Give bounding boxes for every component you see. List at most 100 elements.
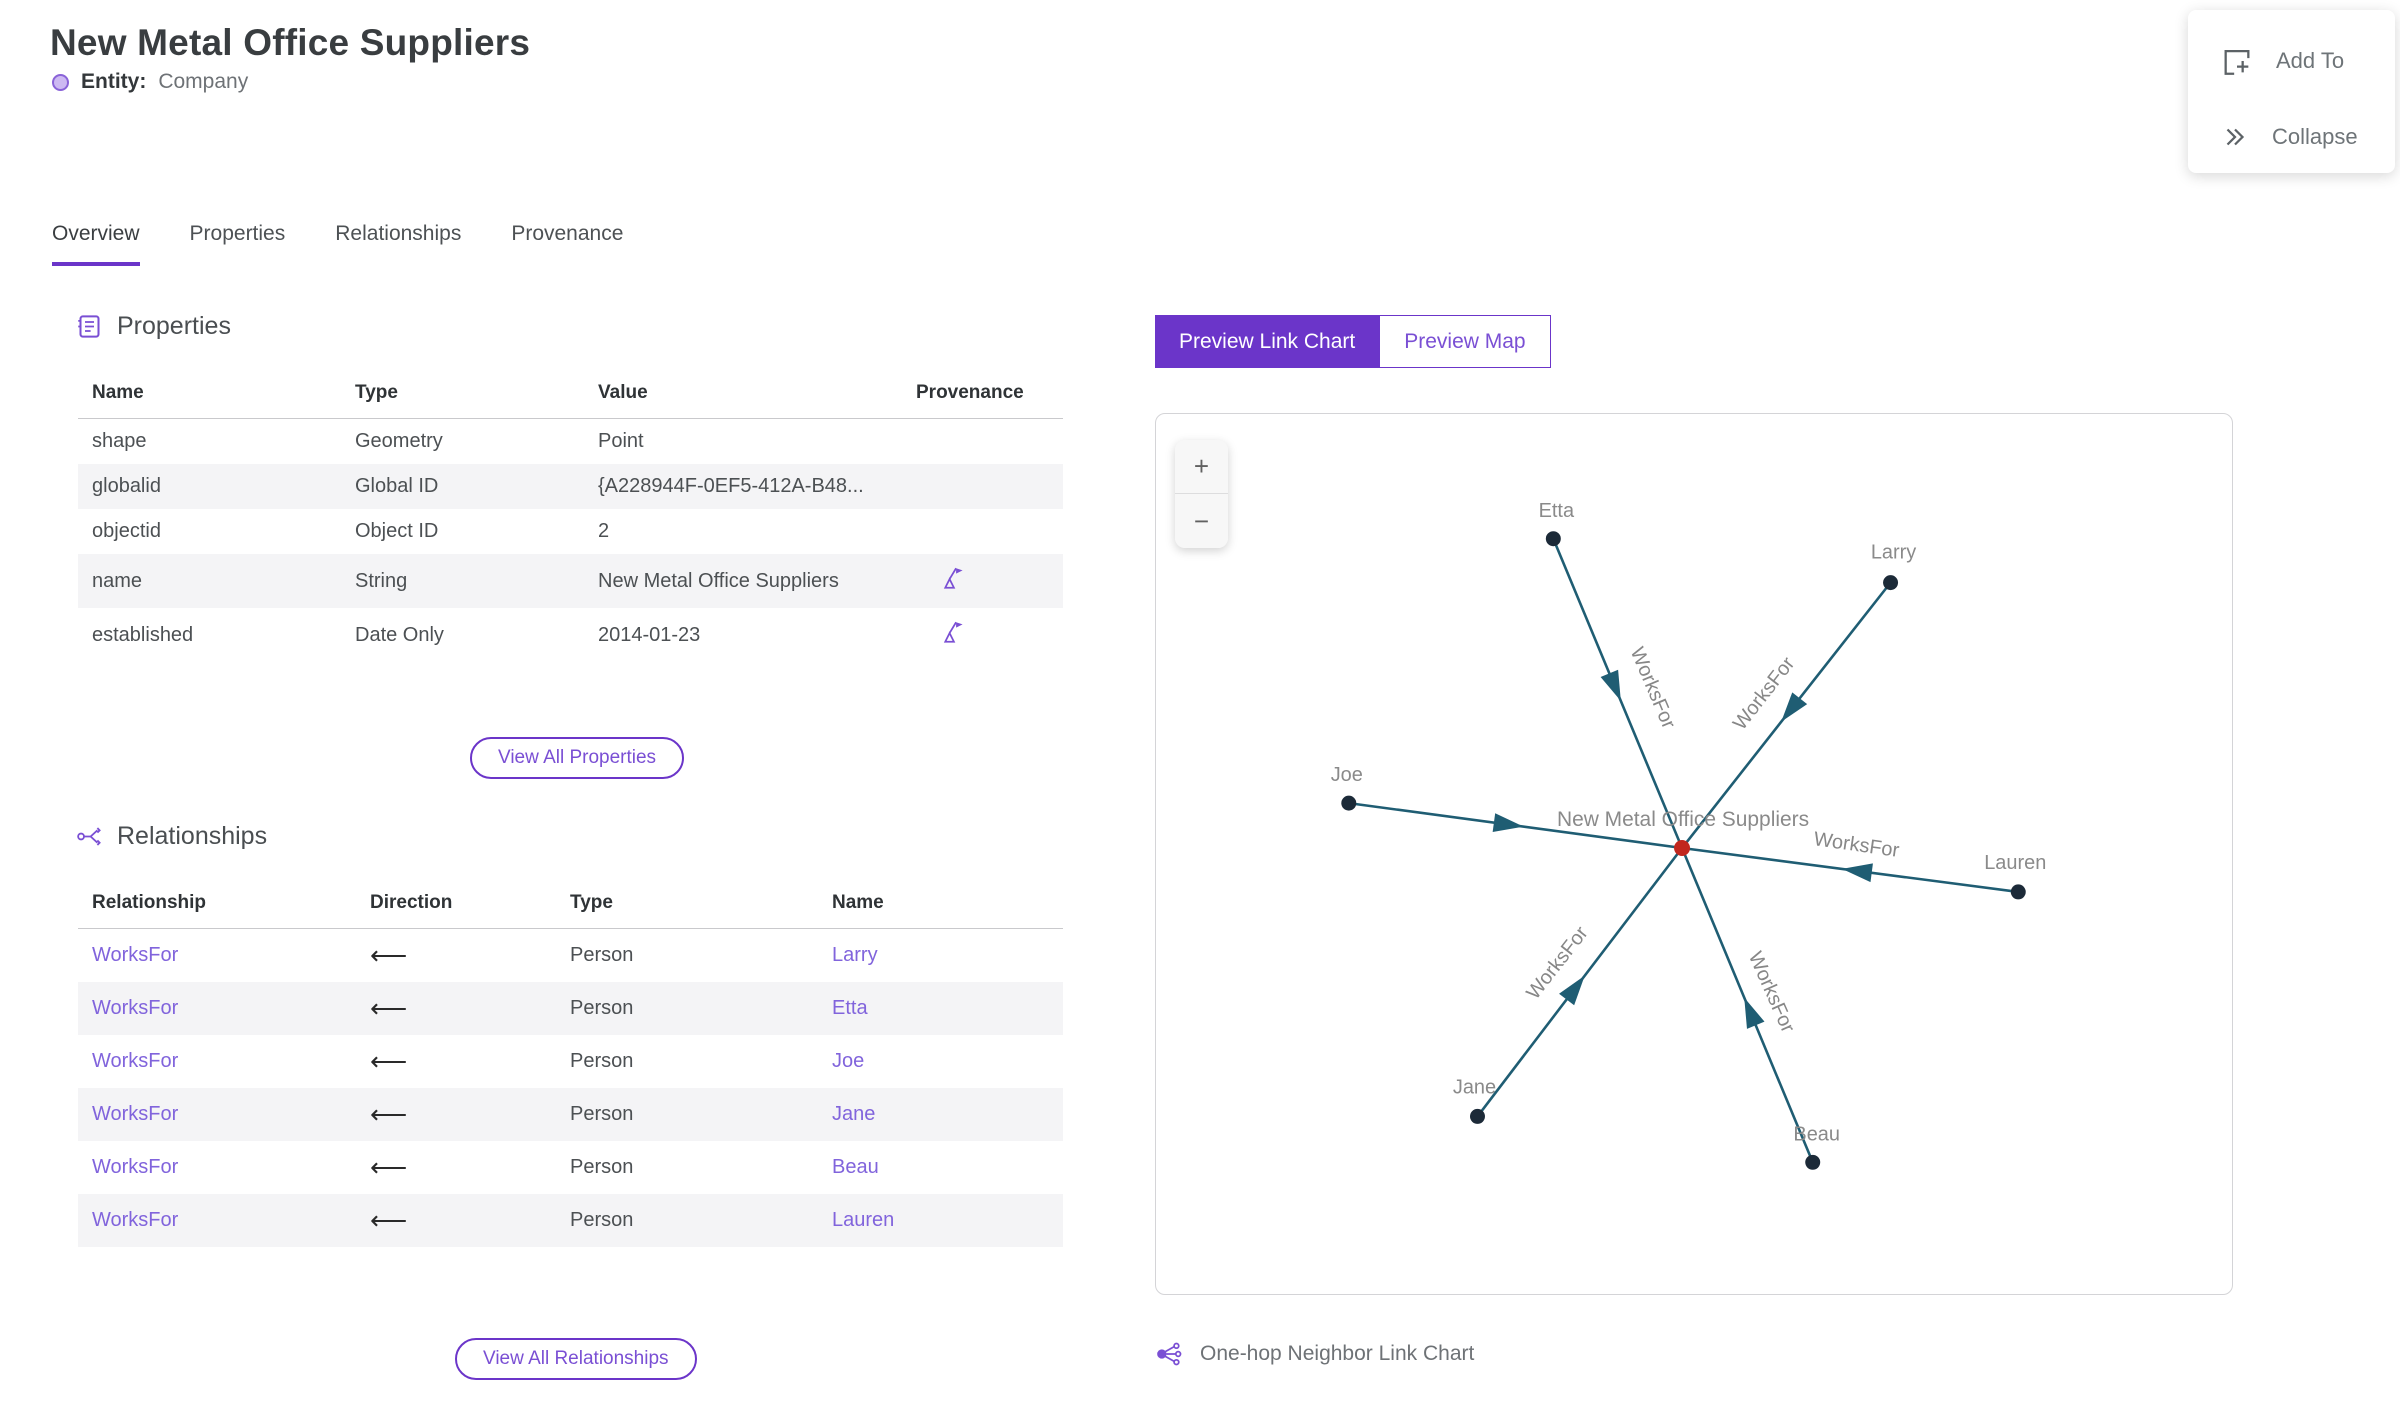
property-name: established xyxy=(92,623,194,646)
table-row: WorksFor ⟵ Person Lauren xyxy=(78,1194,1063,1247)
relationship-link[interactable]: WorksFor xyxy=(92,1103,179,1125)
relationship-type: Person xyxy=(570,997,634,1019)
add-to-label: Add To xyxy=(2276,48,2345,73)
edge-arrow-icon xyxy=(1744,997,1765,1029)
property-type: Geometry xyxy=(355,430,443,452)
relationship-link[interactable]: WorksFor xyxy=(92,1156,179,1178)
direction-arrow: ⟵ xyxy=(370,1152,408,1182)
edge-label: WorksFor xyxy=(1626,644,1680,732)
property-type: String xyxy=(355,569,408,592)
edge-arrow-icon xyxy=(1842,863,1873,883)
relationship-type: Person xyxy=(570,1209,634,1231)
table-row: WorksFor ⟵ Person Jane xyxy=(78,1088,1063,1141)
chart-caption: One-hop Neighbor Link Chart xyxy=(1156,1340,1474,1368)
double-chevron-right-icon xyxy=(2226,128,2245,146)
collapse-button[interactable]: Collapse xyxy=(2220,114,2395,160)
relationship-type: Person xyxy=(570,1103,634,1125)
direction-arrow: ⟵ xyxy=(370,1099,408,1129)
col-header-name: Name xyxy=(78,372,341,419)
preview-toggle: Preview Link Chart Preview Map xyxy=(1155,315,1551,368)
direction-arrow: ⟵ xyxy=(370,1205,408,1235)
property-type: Object ID xyxy=(355,520,439,542)
entity-link[interactable]: Beau xyxy=(832,1156,879,1178)
relationship-type: Person xyxy=(570,944,634,966)
direction-arrow: ⟵ xyxy=(370,1046,408,1076)
property-value: 2014-01-23 xyxy=(598,623,701,646)
graph-node xyxy=(2010,884,2026,900)
add-to-button[interactable]: Add To xyxy=(2220,38,2395,84)
preview-link-chart-button[interactable]: Preview Link Chart xyxy=(1155,315,1380,368)
property-type: Global ID xyxy=(355,475,439,497)
edge-arrow-icon xyxy=(1559,975,1585,1006)
zoom-in-button[interactable]: + xyxy=(1175,440,1228,494)
preview-map-button[interactable]: Preview Map xyxy=(1379,315,1551,368)
edge-label: WorksFor xyxy=(1729,653,1800,735)
view-all-relationships-button[interactable]: View All Relationships xyxy=(455,1338,697,1380)
tab-overview[interactable]: Overview xyxy=(52,222,140,266)
node-label: Lauren xyxy=(1984,852,2046,874)
node-label: Jane xyxy=(1453,1076,1496,1098)
chart-caption-label: One-hop Neighbor Link Chart xyxy=(1200,1342,1475,1365)
property-value: {A228944F-0EF5-412A-B48... xyxy=(598,475,864,497)
relationship-type: Person xyxy=(570,1156,634,1178)
tab-bar: Overview Properties Relationships Proven… xyxy=(52,222,623,266)
entity-link[interactable]: Joe xyxy=(832,1050,865,1072)
direction-arrow: ⟵ xyxy=(370,940,408,970)
tab-properties[interactable]: Properties xyxy=(189,222,286,245)
relationship-link[interactable]: WorksFor xyxy=(92,1209,179,1231)
property-value: Point xyxy=(598,430,644,452)
one-hop-link-chart-icon xyxy=(1157,1342,1182,1366)
col-header-name: Name xyxy=(818,882,1063,929)
collapse-label: Collapse xyxy=(2272,124,2358,149)
tab-provenance[interactable]: Provenance xyxy=(511,222,624,245)
node-label: Joe xyxy=(1331,764,1363,786)
relationship-type: Person xyxy=(570,1050,634,1072)
edge-label: WorksFor xyxy=(1812,828,1901,862)
property-value: 2 xyxy=(598,520,610,542)
add-to-icon xyxy=(2224,49,2250,75)
tab-relationships[interactable]: Relationships xyxy=(335,222,462,245)
entity-link[interactable]: Jane xyxy=(832,1103,876,1125)
center-node xyxy=(1674,840,1691,856)
provenance-flag-icon[interactable] xyxy=(942,565,968,591)
relationships-icon xyxy=(77,827,101,846)
properties-section-title: Properties xyxy=(117,312,231,340)
relationships-table: Relationship Direction Type Name WorksFo… xyxy=(78,882,1063,1247)
graph-node xyxy=(1545,531,1561,547)
col-header-value: Value xyxy=(584,372,902,419)
page-title: New Metal Office Suppliers xyxy=(50,22,531,63)
property-name: objectid xyxy=(92,520,161,542)
edge-label: WorksFor xyxy=(1522,922,1593,1004)
zoom-control: + − xyxy=(1175,440,1228,548)
node-label: Beau xyxy=(1793,1123,1840,1145)
property-name: name xyxy=(92,569,143,592)
zoom-out-button[interactable]: − xyxy=(1175,494,1228,548)
table-row: WorksFor ⟵ Person Beau xyxy=(78,1141,1063,1194)
edge-arrow-icon xyxy=(1781,692,1808,722)
col-header-direction: Direction xyxy=(356,882,556,929)
entity-link[interactable]: Lauren xyxy=(832,1209,895,1231)
properties-table: Name Type Value Provenance shape Geometr… xyxy=(78,372,1063,662)
entity-type-row: Entity: Company xyxy=(52,70,248,94)
col-header-relationship: Relationship xyxy=(78,882,356,929)
node-label: Larry xyxy=(1871,542,1916,564)
table-row: objectid Object ID 2 xyxy=(78,509,1063,554)
entity-link[interactable]: Etta xyxy=(832,997,868,1019)
entity-link[interactable]: Larry xyxy=(832,944,878,966)
property-value: New Metal Office Suppliers xyxy=(598,569,839,592)
relationships-section-header: Relationships xyxy=(76,822,267,851)
provenance-flag-icon[interactable] xyxy=(942,619,968,645)
graph-node xyxy=(1805,1154,1821,1170)
property-name: globalid xyxy=(92,475,161,497)
property-type: Date Only xyxy=(355,623,444,646)
view-all-properties-button[interactable]: View All Properties xyxy=(470,737,685,779)
relationships-section-title: Relationships xyxy=(117,822,268,850)
relationship-link[interactable]: WorksFor xyxy=(92,944,179,966)
relationship-link[interactable]: WorksFor xyxy=(92,997,179,1019)
entity-value: Company xyxy=(158,70,249,93)
entity-type-dot-icon xyxy=(52,73,69,91)
relationship-link[interactable]: WorksFor xyxy=(92,1050,179,1072)
table-row: WorksFor ⟵ Person Larry xyxy=(78,929,1063,983)
